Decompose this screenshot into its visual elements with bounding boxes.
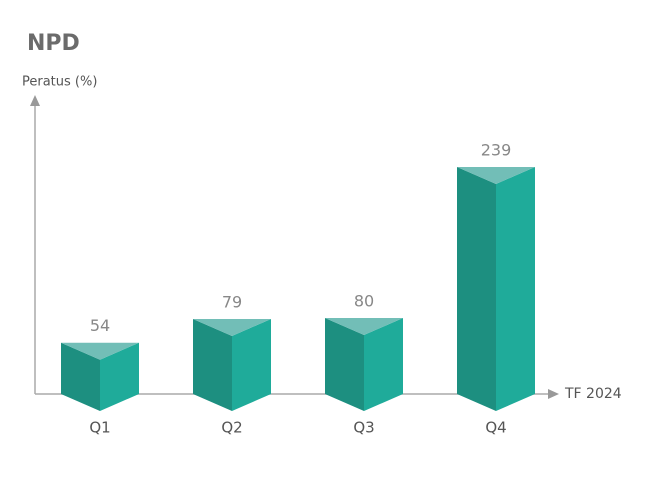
- bar-right-face: [232, 318, 271, 411]
- y-axis-label: Peratus (%): [22, 75, 97, 90]
- x-axis-arrow: [548, 389, 559, 399]
- bar-right-face: [364, 318, 403, 411]
- bar-left-face: [457, 166, 496, 411]
- bar: [457, 166, 535, 411]
- bar-left-face: [193, 318, 232, 411]
- bar-top-face: [193, 318, 271, 336]
- chart-title: NPD: [27, 31, 80, 56]
- x-tick-label: Q3: [353, 419, 374, 437]
- x-tick-label: Q4: [485, 419, 506, 437]
- bar-top-face: [61, 342, 139, 360]
- bar-left-face: [61, 342, 100, 411]
- bar: [325, 318, 403, 411]
- x-axis-label: TF 2024: [564, 386, 622, 402]
- value-label: 54: [90, 316, 110, 335]
- bar: [193, 318, 271, 411]
- bar-top-face: [457, 166, 535, 184]
- y-axis-arrow: [30, 95, 40, 106]
- bar-top-face: [325, 318, 403, 335]
- value-label: 79: [222, 292, 242, 311]
- value-label: 80: [354, 292, 374, 311]
- bar-left-face: [325, 318, 364, 411]
- bar: [61, 342, 139, 411]
- x-tick-label: Q1: [89, 419, 110, 437]
- bar-right-face: [100, 342, 139, 411]
- bar-right-face: [496, 166, 535, 411]
- value-label: 239: [481, 140, 512, 159]
- x-tick-label: Q2: [221, 419, 242, 437]
